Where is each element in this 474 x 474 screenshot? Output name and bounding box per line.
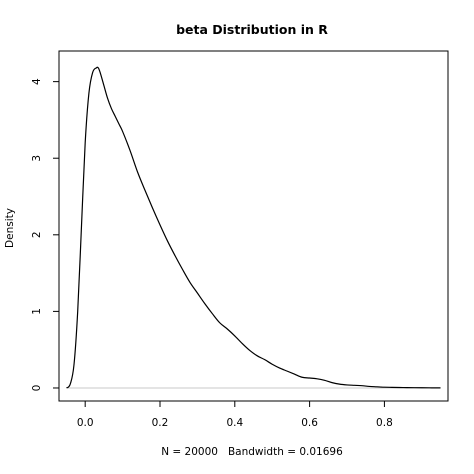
x-axis: 0.0 0.2 0.4 0.6 0.8 xyxy=(77,400,393,429)
y-tick-label: 3 xyxy=(31,155,43,162)
density-series xyxy=(66,66,441,389)
chart-title: beta Distribution in R xyxy=(176,22,328,37)
x-tick-label: 0.2 xyxy=(152,417,169,429)
y-axis: 0 1 2 3 4 xyxy=(31,78,60,392)
x-axis-label: N = 20000 Bandwidth = 0.01696 xyxy=(161,446,343,458)
plot-frame xyxy=(58,50,449,402)
y-tick-label: 1 xyxy=(31,308,43,315)
x-tick-label: 0.0 xyxy=(77,417,94,429)
x-tick-label: 0.6 xyxy=(301,417,318,429)
y-tick-label: 2 xyxy=(31,231,43,238)
density-line xyxy=(66,66,441,389)
y-axis-label: Density xyxy=(4,208,16,248)
x-tick-label: 0.4 xyxy=(226,417,243,429)
y-tick-label: 0 xyxy=(31,385,43,392)
x-tick-label: 0.8 xyxy=(376,417,393,429)
y-tick-label: 4 xyxy=(31,78,43,85)
